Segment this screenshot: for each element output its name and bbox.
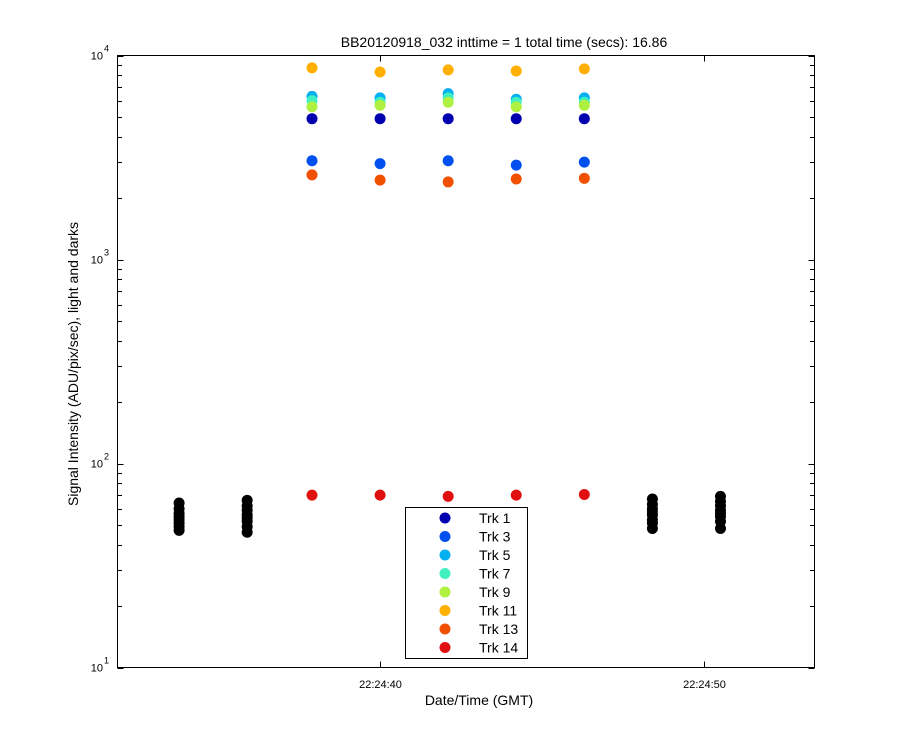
legend: Trk 1 Trk 3 Trk 5 Trk 7 Trk 9 Trk 11 Trk 13 Trk…	[405, 507, 528, 659]
y-tick-exponent: 3	[104, 248, 109, 258]
dark-point	[241, 526, 253, 538]
trk-9-point	[374, 99, 386, 111]
trk-14-point	[578, 488, 590, 500]
y-axis-label: Signal Intensity (ADU/pix/sec), light an…	[65, 222, 81, 506]
legend-label: Trk 3	[479, 529, 511, 545]
y-tick-label: 10	[91, 255, 103, 267]
legend-label: Trk 7	[479, 566, 511, 582]
trk-11-point	[374, 66, 386, 78]
y-tick-label: 10	[91, 459, 103, 471]
trk-1-point	[510, 113, 522, 125]
trk-3-point	[578, 156, 590, 168]
chart-title: BB20120918_032 inttime = 1 total time (s…	[341, 34, 668, 50]
trk-14-point	[510, 489, 522, 501]
x-tick-label: 22:24:40	[359, 679, 402, 691]
legend-marker	[439, 642, 451, 653]
dark-point	[714, 523, 726, 535]
y-tick-exponent: 4	[104, 44, 109, 54]
legend-label: Trk 11	[479, 603, 517, 619]
y-tick-label: 10	[91, 51, 103, 63]
dark-point	[646, 523, 658, 535]
dark-point	[173, 524, 185, 536]
trk-13-point	[578, 172, 590, 184]
trk-9-point	[442, 96, 454, 108]
legend-label: Trk 9	[479, 584, 511, 600]
data-points	[173, 62, 726, 538]
trk-3-point	[306, 155, 318, 167]
trk-11-point	[442, 64, 454, 76]
legend-marker	[439, 531, 451, 542]
trk-13-point	[306, 169, 318, 181]
plot-frame	[117, 55, 815, 668]
legend-marker	[439, 568, 451, 579]
trk-14-point	[306, 489, 318, 501]
legend-marker	[439, 605, 451, 616]
trk-3-point	[510, 159, 522, 171]
axis-ticks	[117, 55, 815, 669]
y-tick-exponent: 1	[104, 656, 109, 666]
legend-label: Trk 13	[479, 621, 518, 637]
legend-marker	[439, 549, 451, 561]
trk-1-point	[374, 113, 386, 125]
x-tick-labels: 22:24:40 22:24:50	[359, 679, 726, 691]
trk-3-point	[442, 155, 454, 167]
trk-11-point	[510, 65, 522, 77]
legend-marker	[439, 586, 451, 598]
legend-box	[405, 507, 528, 659]
x-axis-label: Date/Time (GMT)	[425, 692, 533, 708]
legend-marker	[439, 623, 451, 635]
trk-14-point	[374, 489, 386, 501]
trk-14-point	[442, 490, 454, 502]
trk-13-point	[510, 173, 522, 185]
trk-1-point	[578, 113, 590, 125]
legend-label: Trk 1	[479, 510, 511, 526]
trk-13-point	[374, 174, 386, 186]
trk-9-point	[578, 99, 590, 111]
trk-9-point	[306, 101, 318, 113]
y-tick-label: 10	[91, 663, 103, 675]
trk-13-point	[442, 176, 454, 188]
x-tick-label: 22:24:50	[683, 679, 726, 691]
legend-marker	[439, 512, 451, 524]
y-tick-exponent: 2	[104, 452, 109, 462]
trk-3-point	[374, 158, 386, 170]
trk-11-point	[306, 62, 318, 74]
trk-9-point	[510, 101, 522, 113]
trk-11-point	[578, 63, 590, 75]
legend-label: Trk 14	[479, 640, 518, 656]
legend-label: Trk 5	[479, 547, 511, 563]
trk-1-point	[442, 113, 454, 125]
trk-1-point	[306, 113, 318, 125]
